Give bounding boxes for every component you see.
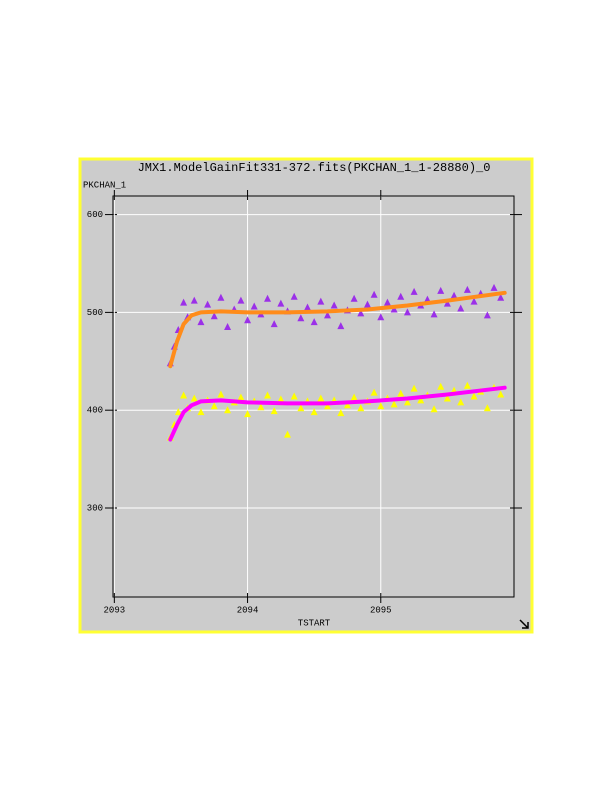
data-point — [323, 311, 331, 319]
data-point — [250, 302, 258, 310]
data-point — [357, 309, 365, 317]
data-point — [350, 294, 358, 302]
data-point — [417, 396, 425, 404]
x-tick-label: 2094 — [237, 605, 259, 615]
resize-arrow[interactable] — [519, 619, 529, 629]
data-point — [370, 388, 378, 396]
data-point — [457, 398, 465, 406]
fit-line — [168, 385, 507, 442]
data-point — [304, 303, 312, 311]
x-tick-label: 2093 — [104, 605, 126, 615]
data-point — [403, 398, 411, 406]
data-point — [180, 298, 188, 306]
data-point — [470, 297, 478, 305]
data-point — [277, 299, 285, 307]
data-point — [363, 300, 371, 308]
data-point — [224, 323, 232, 331]
data-point — [463, 381, 471, 389]
data-point — [244, 316, 252, 324]
data-point — [497, 390, 505, 398]
data-point — [197, 408, 205, 416]
data-point — [443, 299, 451, 307]
data-point — [337, 409, 345, 417]
data-point — [237, 296, 245, 304]
data-point — [397, 292, 405, 300]
data-point — [330, 301, 338, 309]
data-point — [317, 297, 325, 305]
data-point — [277, 395, 285, 403]
data-point — [270, 320, 278, 328]
data-point — [204, 300, 212, 308]
data-point — [410, 384, 418, 392]
data-point — [270, 407, 278, 415]
data-point — [257, 403, 265, 411]
data-point — [457, 304, 465, 312]
data-point — [470, 392, 478, 400]
data-point — [180, 391, 188, 399]
y-tick-label: 500 — [87, 308, 103, 318]
data-point — [463, 285, 471, 293]
plot-frame — [112, 195, 515, 598]
y-axis-label: PKCHAN_1 — [83, 180, 126, 190]
data-point — [317, 394, 325, 402]
chart-title: JMX1.ModelGainFit331-372.fits(PKCHAN_1_1… — [138, 161, 491, 175]
data-point — [497, 293, 505, 301]
data-point — [217, 293, 225, 301]
data-point — [430, 405, 438, 413]
data-point — [370, 290, 378, 298]
data-point — [483, 311, 491, 319]
panel — [78, 157, 534, 634]
data-point — [397, 389, 405, 397]
data-point — [310, 408, 318, 416]
data-point — [210, 402, 218, 410]
y-tick-label: 400 — [87, 406, 103, 416]
x-axis-label: TSTART — [298, 618, 331, 628]
data-point — [450, 291, 458, 299]
data-point — [190, 394, 198, 402]
data-point — [437, 382, 445, 390]
data-point — [210, 312, 218, 320]
data-point — [377, 313, 385, 321]
data-point — [197, 318, 205, 326]
data-point — [297, 404, 305, 412]
data-point — [290, 392, 298, 400]
data-point — [403, 308, 411, 316]
data-point — [310, 318, 318, 326]
data-point — [357, 404, 365, 412]
data-point — [284, 430, 292, 438]
data-point — [410, 287, 418, 295]
data-point — [343, 401, 351, 409]
data-point — [383, 298, 391, 306]
data-point — [217, 390, 225, 398]
data-point — [264, 391, 272, 399]
data-point — [483, 404, 491, 412]
data-point — [490, 283, 498, 291]
data-point — [443, 394, 451, 402]
data-point — [437, 286, 445, 294]
data-point — [190, 296, 198, 304]
resize-icon[interactable] — [518, 618, 530, 630]
data-point — [290, 292, 298, 300]
data-point — [264, 294, 272, 302]
fit-line — [168, 290, 507, 369]
y-tick-label: 600 — [87, 210, 103, 220]
data-point — [237, 393, 245, 401]
data-point — [390, 305, 398, 313]
y-tick-label: 300 — [87, 503, 103, 513]
data-point — [224, 406, 232, 414]
x-tick-label: 2095 — [370, 605, 392, 615]
data-point — [297, 314, 305, 322]
data-point — [337, 322, 345, 330]
data-point — [390, 400, 398, 408]
data-point — [430, 310, 438, 318]
data-point — [377, 402, 385, 410]
data-point — [350, 393, 358, 401]
data-point — [323, 402, 331, 410]
data-point — [174, 408, 182, 416]
data-point — [244, 410, 252, 418]
